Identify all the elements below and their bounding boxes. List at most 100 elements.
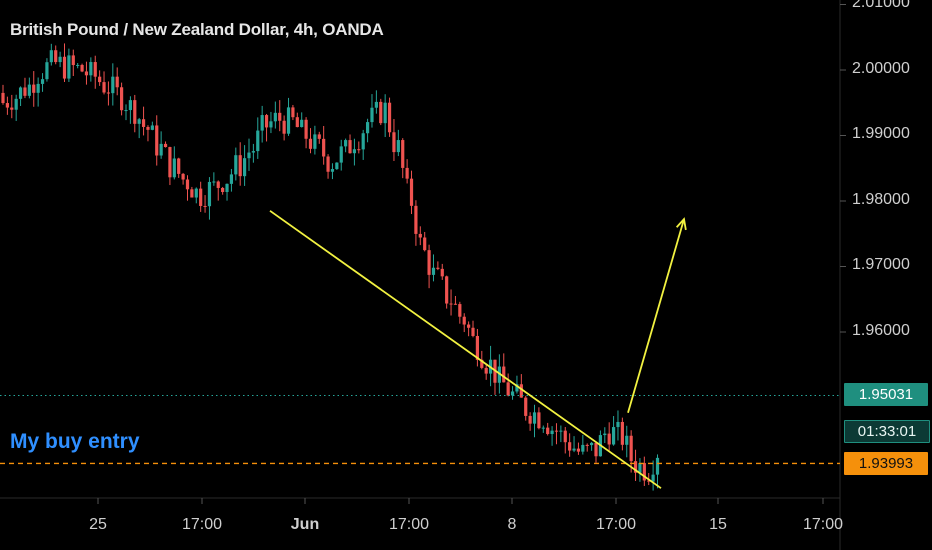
candle-body	[282, 120, 286, 134]
candle-body	[506, 382, 510, 396]
candle-body	[225, 183, 229, 193]
candle-body	[352, 149, 357, 154]
candle-body	[568, 442, 572, 451]
candle-body	[102, 82, 106, 93]
candle-body	[563, 430, 567, 443]
candle-body	[159, 143, 163, 156]
candle-body	[423, 237, 427, 251]
candle-body	[431, 267, 436, 275]
candle-body	[655, 457, 660, 475]
candle-body	[1, 92, 5, 104]
candle-body	[80, 64, 84, 72]
candle-body	[642, 463, 646, 481]
x-tick-label: 15	[709, 516, 727, 533]
candle-body	[445, 276, 449, 304]
candle-body	[546, 427, 550, 435]
candle-body	[238, 155, 242, 177]
candle-body	[537, 412, 541, 429]
y-tick-label: 1.96000	[852, 322, 910, 339]
candle-body	[58, 56, 62, 63]
candle-body	[141, 119, 146, 127]
trendline	[269, 210, 662, 489]
candle-body	[317, 134, 321, 139]
candle-body	[541, 427, 545, 429]
candle-body	[98, 76, 102, 83]
candle-body	[168, 147, 172, 178]
candle-body	[146, 126, 150, 130]
y-tick-label: 2.01000	[852, 0, 910, 11]
candle-body	[453, 303, 458, 305]
candle-body	[128, 100, 132, 111]
candle-body	[27, 84, 31, 96]
candle-body	[304, 119, 308, 139]
candle-body	[330, 169, 335, 172]
candle-body	[40, 79, 45, 84]
candle-body	[392, 132, 396, 153]
candle-body	[234, 155, 238, 175]
candle-body	[62, 56, 67, 79]
candle-body	[396, 140, 400, 153]
candle-body	[480, 359, 484, 368]
candle-body	[475, 335, 480, 360]
y-tick-label: 1.98000	[852, 191, 910, 208]
candle-body	[357, 149, 361, 151]
candle-body	[370, 107, 374, 123]
candle-body	[247, 152, 251, 159]
candle-body	[585, 444, 589, 446]
candle-body	[348, 140, 352, 154]
candle-body	[76, 64, 80, 66]
candle-body	[229, 174, 234, 184]
candle-body	[10, 107, 14, 110]
candle-body	[611, 427, 616, 445]
candle-body	[106, 92, 111, 94]
candle-body	[54, 50, 58, 63]
candle-body	[212, 181, 216, 183]
candle-body	[36, 83, 40, 93]
candle-body	[67, 55, 71, 79]
candle-body	[467, 324, 471, 328]
candle-body	[620, 421, 624, 445]
candle-body	[71, 55, 75, 66]
candle-body	[18, 87, 23, 99]
candle-body	[647, 480, 651, 482]
candle-body	[409, 178, 414, 206]
candle-body	[449, 303, 453, 305]
candle-body	[594, 442, 598, 457]
candle-body	[49, 50, 53, 63]
candle-body	[436, 267, 440, 269]
candle-body	[616, 421, 620, 428]
buy-entry-label: My buy entry	[10, 430, 140, 453]
candle-body	[45, 62, 49, 80]
candle-body	[344, 140, 348, 147]
candle-body	[361, 133, 365, 150]
candle-body	[5, 103, 9, 108]
candle-body	[264, 115, 269, 128]
candle-body	[524, 397, 528, 416]
candle-body	[260, 115, 264, 131]
candle-body	[471, 327, 475, 336]
x-tick-label: 17:00	[595, 516, 637, 533]
candle-body	[379, 101, 383, 124]
candle-body	[242, 158, 247, 177]
candle-body	[137, 119, 141, 124]
candle-body	[519, 384, 523, 398]
bar-countdown-tag: 01:33:01	[844, 420, 930, 443]
candle-body	[295, 117, 299, 128]
candle-body	[291, 107, 295, 118]
candle-body	[387, 102, 392, 133]
candle-body	[633, 461, 638, 473]
x-tick-label: 17:00	[181, 516, 223, 533]
candle-body	[629, 435, 633, 462]
candle-body	[300, 119, 304, 128]
candle-body	[440, 268, 444, 277]
candle-body	[32, 84, 36, 93]
candle-body	[207, 181, 212, 207]
candle-body	[497, 366, 501, 383]
candle-body	[111, 76, 115, 94]
candle-body	[484, 367, 488, 374]
candle-body	[607, 433, 611, 445]
x-tick-label: 17:00	[802, 516, 844, 533]
candle-body	[339, 146, 343, 163]
candle-body	[155, 125, 159, 156]
